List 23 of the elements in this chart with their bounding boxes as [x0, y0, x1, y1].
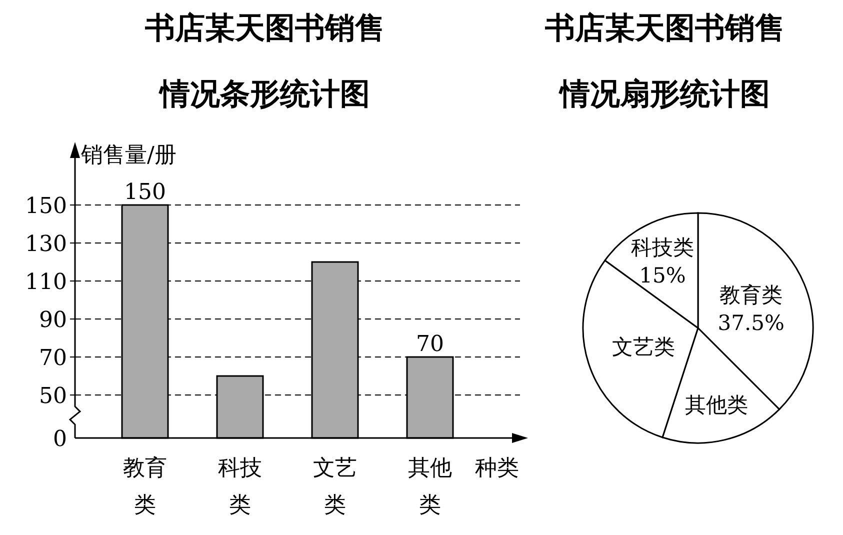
chart-title: 书店某天图书销售情况扇形统计图 — [544, 11, 785, 112]
data-label: 15% — [639, 263, 686, 288]
chart-title: 书店某天图书销售情况条形统计图 — [144, 11, 385, 112]
text: 0 — [53, 427, 67, 452]
y-tick-label: 50 — [39, 384, 67, 409]
x-tick-label: 其他类 — [408, 456, 452, 518]
x-tick-label: 文艺类 — [313, 456, 357, 518]
slice-label: 文艺类 — [612, 334, 675, 359]
x-axis-title: 种类 — [475, 456, 519, 481]
y-axis-title: 销售量/册 — [80, 143, 176, 168]
data-label: 37.5% — [718, 310, 784, 335]
y-tick-label: 150 — [25, 194, 67, 219]
y-tick-label: 90 — [39, 308, 67, 333]
slice-label: 教育类 — [720, 282, 783, 307]
data-label: 150 — [124, 180, 166, 205]
y-tick-label: 130 — [25, 232, 67, 257]
x-tick-label: 教育类 — [123, 455, 167, 518]
slice-label: 科技类 — [631, 235, 694, 260]
data-label: 70 — [416, 332, 444, 357]
y-tick-label: 70 — [39, 346, 67, 371]
y-tick-label: 110 — [25, 270, 67, 295]
x-tick-label: 科技类 — [218, 456, 262, 518]
slice-label: 其他类 — [684, 393, 748, 418]
